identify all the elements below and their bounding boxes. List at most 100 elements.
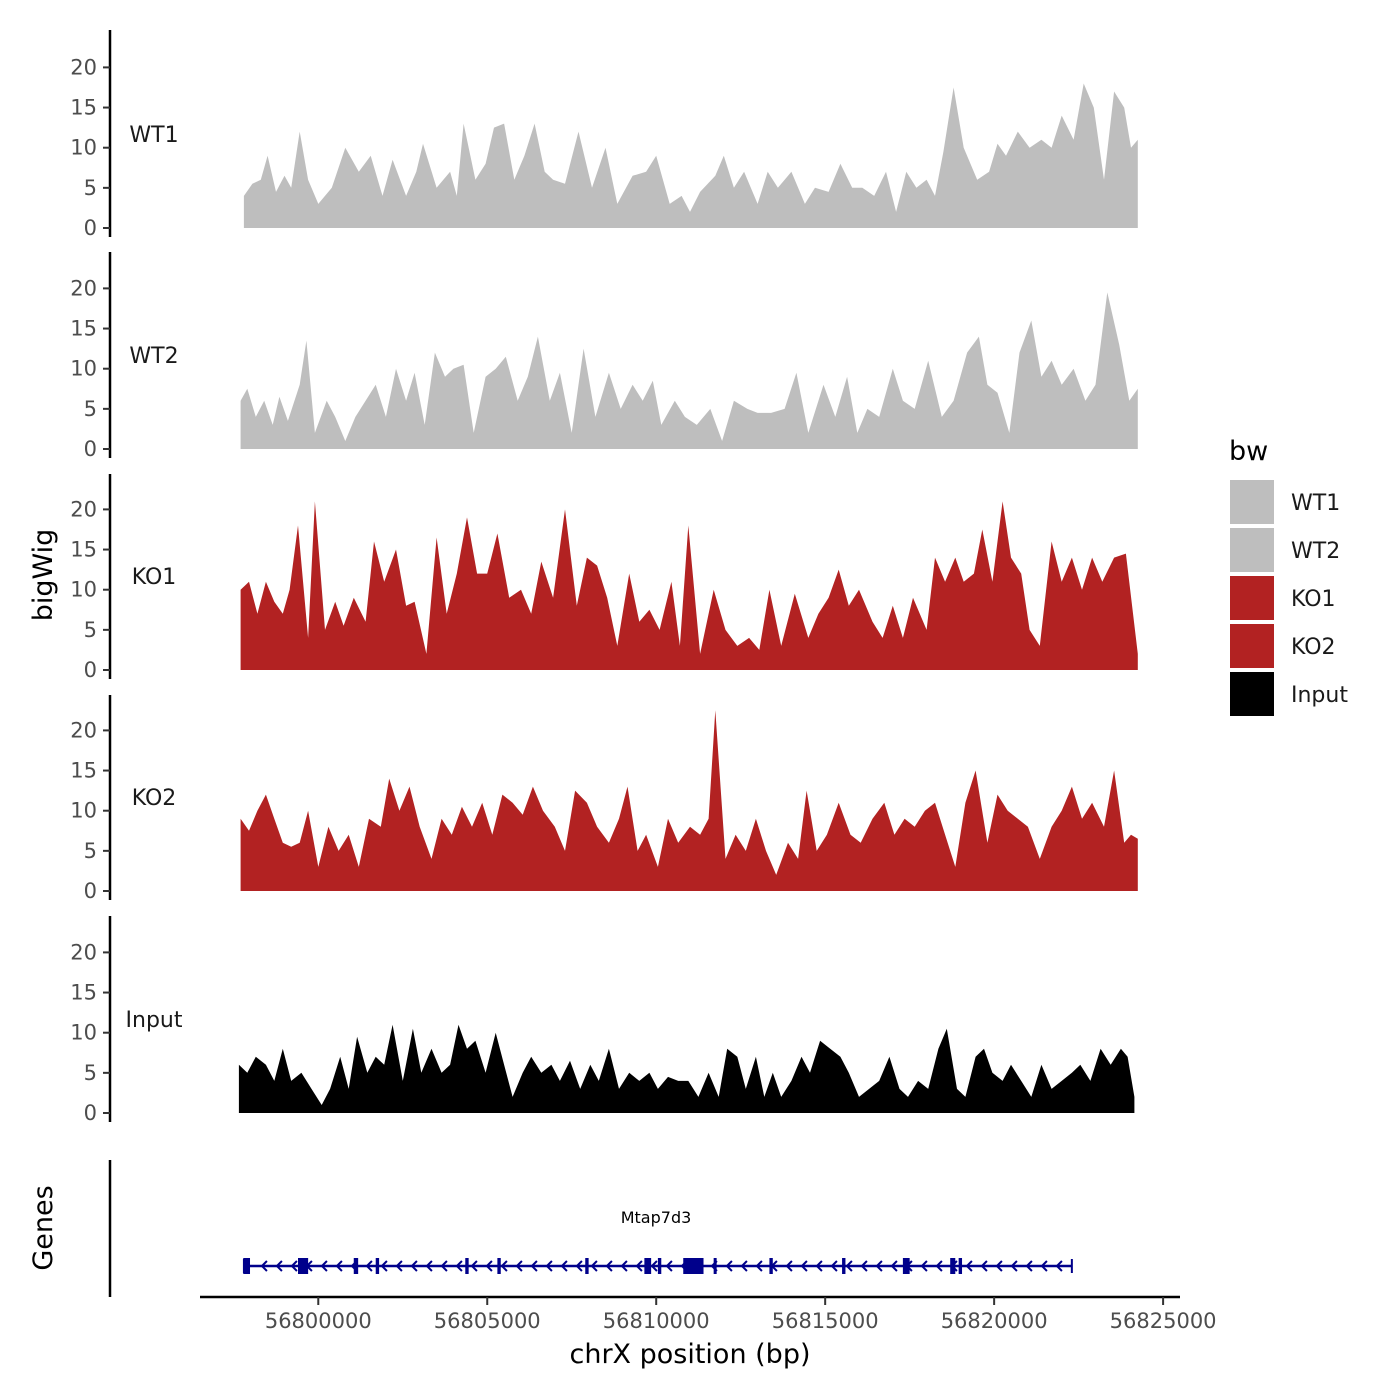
strand-arrow [920,1260,928,1272]
track-label-wt1: WT1 [129,123,178,148]
strand-arrow [440,1260,448,1272]
y-tick-label: 5 [84,618,97,642]
exon [644,1258,652,1274]
track-ko2: 0 5 10 15 20 KO2 [70,695,1138,903]
track-ko1: 0 5 10 15 20 KO1 [70,474,1138,682]
exon [683,1258,704,1274]
y-axis-title: bigWig [28,529,59,622]
x-tick-label: 56825000 [1110,1309,1217,1333]
legend-swatch [1230,528,1274,572]
strand-arrow [365,1260,373,1272]
y-tick-label: 10 [70,578,97,602]
strand-arrow [380,1260,388,1272]
legend-swatch [1230,480,1274,524]
legend-swatch [1230,672,1274,716]
y-tick-label: 15 [70,96,97,120]
x-axis-title: chrX position (bp) [569,1339,810,1370]
strand-arrow [560,1260,568,1272]
exon [375,1258,380,1274]
strand-arrow [890,1260,898,1272]
strand-arrow [650,1260,658,1272]
genes-axis-title: Genes [28,1185,59,1270]
strand-arrow [980,1260,988,1272]
legend: bw WT1 WT2 KO1 KO2 Input [1229,436,1348,716]
strand-arrow [725,1260,733,1272]
y-tick-label: 0 [84,879,97,903]
exon [769,1258,773,1274]
legend-entry-input: Input [1230,672,1348,716]
y-tick-label: 15 [70,538,97,562]
strand-arrow [530,1260,538,1272]
track-wt2: 0 5 10 15 20 WT2 [70,252,1138,461]
legend-entry-wt1: WT1 [1230,480,1340,524]
y-tick-label: 5 [84,176,97,200]
y-tick-label: 0 [84,1101,97,1125]
strand-arrow [665,1260,673,1272]
legend-entry-ko2: KO2 [1230,624,1336,668]
strand-arrow [455,1260,463,1272]
strand-arrow [605,1260,613,1272]
legend-entries: WT1 WT2 KO1 KO2 Input [1230,480,1348,716]
legend-entry-wt2: WT2 [1230,528,1340,572]
legend-label: KO1 [1291,587,1336,612]
y-tick-label: 20 [70,940,97,964]
strand-arrow [590,1260,598,1272]
strand-arrow [410,1260,418,1272]
strand-arrow [500,1260,508,1272]
exon [902,1258,910,1274]
y-tick-label: 0 [84,658,97,682]
strand-arrow [290,1260,298,1272]
strand-arrow [1055,1260,1063,1272]
y-tick-label: 0 [84,437,97,461]
gene-label: Mtap7d3 [621,1208,692,1227]
y-tick-label: 5 [84,1061,97,1085]
strand-arrow [995,1260,1003,1272]
exon [298,1258,309,1274]
x-axis: 56800000 56805000 56810000 56815000 56820000… [200,1295,1217,1333]
x-tick-label: 56815000 [772,1309,879,1333]
legend-label: Input [1291,683,1348,708]
strand-arrow [545,1260,553,1272]
exon [713,1258,717,1274]
signal-area-ko2 [240,710,1138,891]
legend-title: bw [1229,436,1268,467]
strand-arrow [740,1260,748,1272]
legend-swatch [1230,576,1274,620]
signal-tracks: 0 5 10 15 20 WT1 0 5 10 15 20 WT2 0 5 10 15 20 KO1 0 5 10 15 2… [70,30,1138,1125]
y-tick-label: 10 [70,136,97,160]
strand-arrow [860,1260,868,1272]
strand-arrow [320,1260,328,1272]
track-label-input: Input [126,1008,183,1033]
track-wt1: 0 5 10 15 20 WT1 [70,30,1138,240]
legend-entry-ko1: KO1 [1230,576,1336,620]
track-input: 0 5 10 15 20 Input [70,916,1135,1125]
x-tick-label: 56800000 [265,1309,372,1333]
y-tick-label: 15 [70,981,97,1005]
exon [243,1258,251,1274]
strand-arrow [425,1260,433,1272]
y-tick-label: 20 [70,276,97,300]
y-tick-label: 15 [70,759,97,783]
strand-arrow [755,1260,763,1272]
strand-arrow [395,1260,403,1272]
strand-arrow [785,1260,793,1272]
strand-arrow [875,1260,883,1272]
strand-arrow [800,1260,808,1272]
y-tick-label: 20 [70,718,97,742]
exon [842,1258,846,1274]
signal-area-input [238,1024,1135,1113]
x-tick-label: 56805000 [434,1309,541,1333]
track-label-wt2: WT2 [129,344,178,369]
y-tick-label: 20 [70,497,97,521]
y-tick-label: 5 [84,839,97,863]
strand-arrow [965,1260,973,1272]
strand-arrow [485,1260,493,1272]
strand-arrow [1025,1260,1033,1272]
y-tick-label: 15 [70,317,97,341]
signal-area-wt1 [243,83,1138,228]
strand-arrow [1040,1260,1048,1272]
exon [950,1258,956,1274]
track-label-ko1: KO1 [132,565,177,590]
strand-arrow [335,1260,343,1272]
